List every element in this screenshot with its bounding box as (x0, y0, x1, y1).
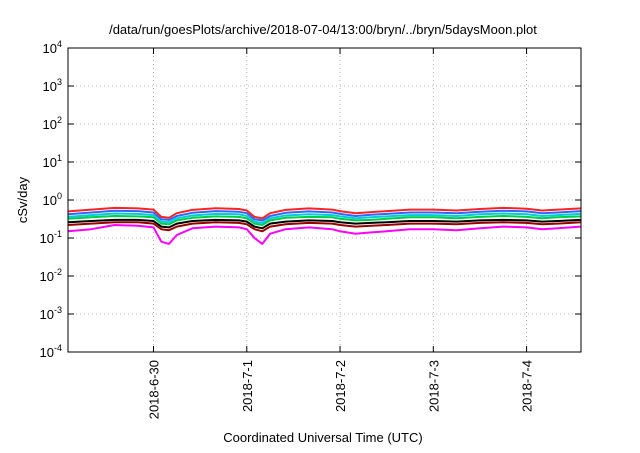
x-tick-labels: 2018-6-30 2018-7-1 2018-7-2 2018-7-3 2018-7-… (147, 360, 535, 419)
series-line-1 (67, 224, 582, 245)
series-line-5 (67, 212, 582, 224)
y-tick-label: 100 (43, 191, 62, 208)
y-tick-label: 104 (43, 39, 62, 56)
x-tick-label: 2018-7-1 (240, 360, 255, 412)
series-group (67, 206, 582, 245)
y-tick-label: 10-1 (40, 229, 62, 246)
y-tick-label: 103 (43, 77, 62, 94)
y-tick-label: 101 (43, 153, 62, 170)
ticks (68, 47, 581, 353)
y-tick-label: 10-3 (40, 305, 62, 322)
grid (68, 48, 581, 352)
series-line-3 (67, 218, 582, 230)
series-line-2 (67, 221, 582, 233)
y-axis-label: cSv/day (15, 176, 30, 223)
y-tick-label: 10-4 (40, 343, 62, 360)
y-tick-label: 102 (43, 115, 62, 132)
series-line-4 (67, 215, 582, 226)
series-line-6 (67, 209, 582, 222)
x-tick-label: 2018-6-30 (147, 360, 162, 419)
series-line-7 (67, 206, 582, 220)
y-tick-label: 10-2 (40, 267, 62, 284)
x-axis-label: Coordinated Universal Time (UTC) (223, 430, 422, 445)
x-tick-label: 2018-7-3 (426, 360, 441, 412)
x-tick-label: 2018-7-4 (520, 360, 535, 412)
x-tick-label: 2018-7-2 (333, 360, 348, 412)
chart-title: /data/run/goesPlots/archive/2018-07-04/1… (109, 22, 537, 37)
y-tick-labels: 104 103 102 101 100 10-1 10-2 10-3 10-4 (40, 39, 62, 360)
